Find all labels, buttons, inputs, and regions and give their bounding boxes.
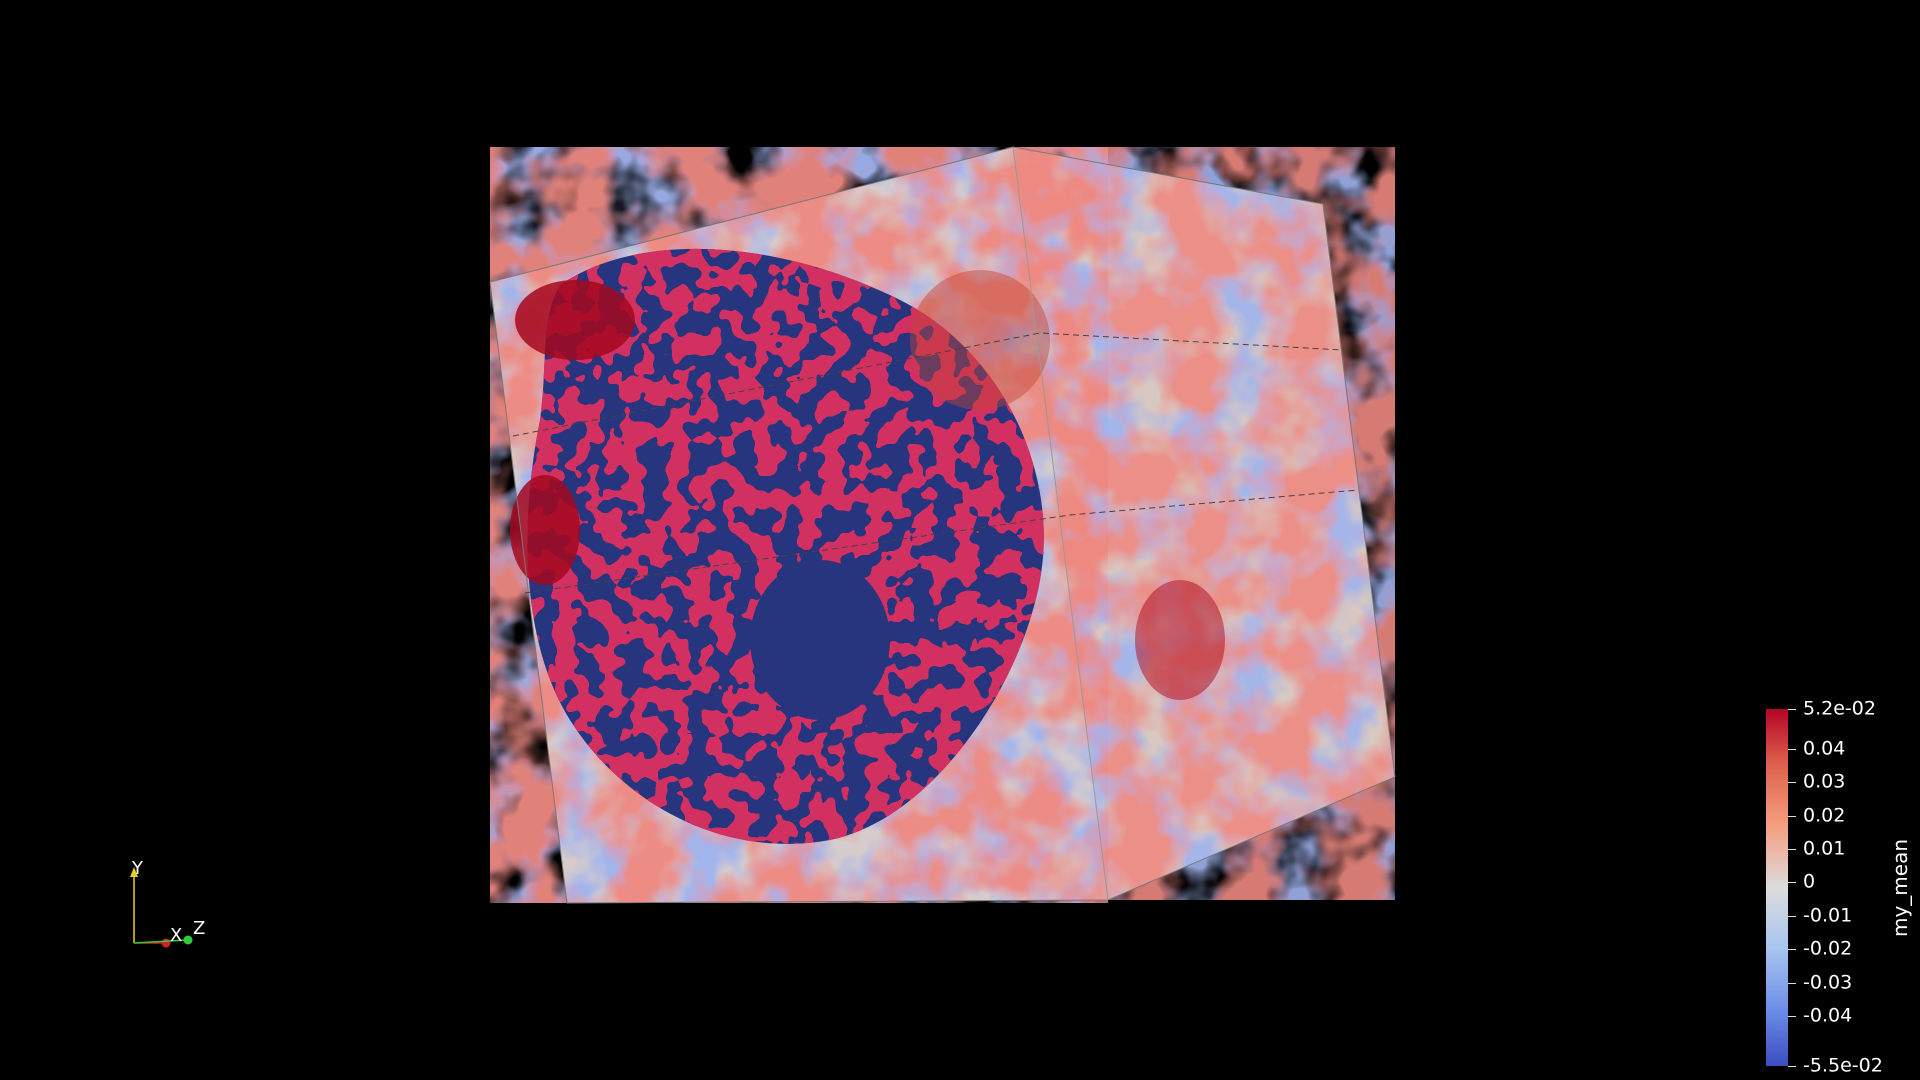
- colorbar-tick-label: -0.02: [1803, 937, 1853, 960]
- cube-front-face: [490, 147, 1225, 903]
- colorbar-tick-label: 0.04: [1803, 737, 1846, 760]
- colorbar-tick-label: 0.02: [1803, 804, 1846, 827]
- colorbar-tick: [1788, 882, 1796, 884]
- colorbar-tick: [1788, 749, 1796, 751]
- colorbar-tick-label: 5.2e-02: [1803, 697, 1876, 720]
- colorbar-tick-label: 0.03: [1803, 770, 1846, 793]
- colorbar-tick-label: -0.01: [1803, 904, 1853, 927]
- axis-z-label: Z: [193, 918, 206, 939]
- colorbar-title: my_mean: [1888, 838, 1912, 938]
- colorbar-tick: [1788, 849, 1796, 851]
- cube-right-face: [1013, 147, 1395, 900]
- axes-lines: [130, 867, 193, 948]
- cube-edges: [489, 146, 1396, 904]
- colorbar-tick: [1788, 1066, 1796, 1067]
- colorbar-tick: [1788, 782, 1796, 784]
- colorbar-tick: [1788, 982, 1796, 984]
- colorbar-tick: [1788, 709, 1796, 710]
- orientation-axes: Y X Z: [110, 860, 220, 950]
- colorbar-tick-label: 0: [1803, 870, 1816, 893]
- colorbar-tick-label: 0.01: [1803, 837, 1846, 860]
- colorbar-tick: [1788, 915, 1796, 917]
- colorbar-tick-label: -5.5e-02: [1803, 1054, 1883, 1077]
- colorbar-tick: [1788, 949, 1796, 951]
- colorbar-tick: [1788, 1015, 1796, 1017]
- colorbar-tick-label: -0.04: [1803, 1004, 1853, 1027]
- axis-y-label: Y: [132, 858, 143, 879]
- colorbar-tick-label: -0.03: [1803, 971, 1853, 994]
- axis-x-label: X: [170, 925, 183, 946]
- colorbar: [1766, 709, 1788, 1066]
- colorbar-tick: [1788, 815, 1796, 817]
